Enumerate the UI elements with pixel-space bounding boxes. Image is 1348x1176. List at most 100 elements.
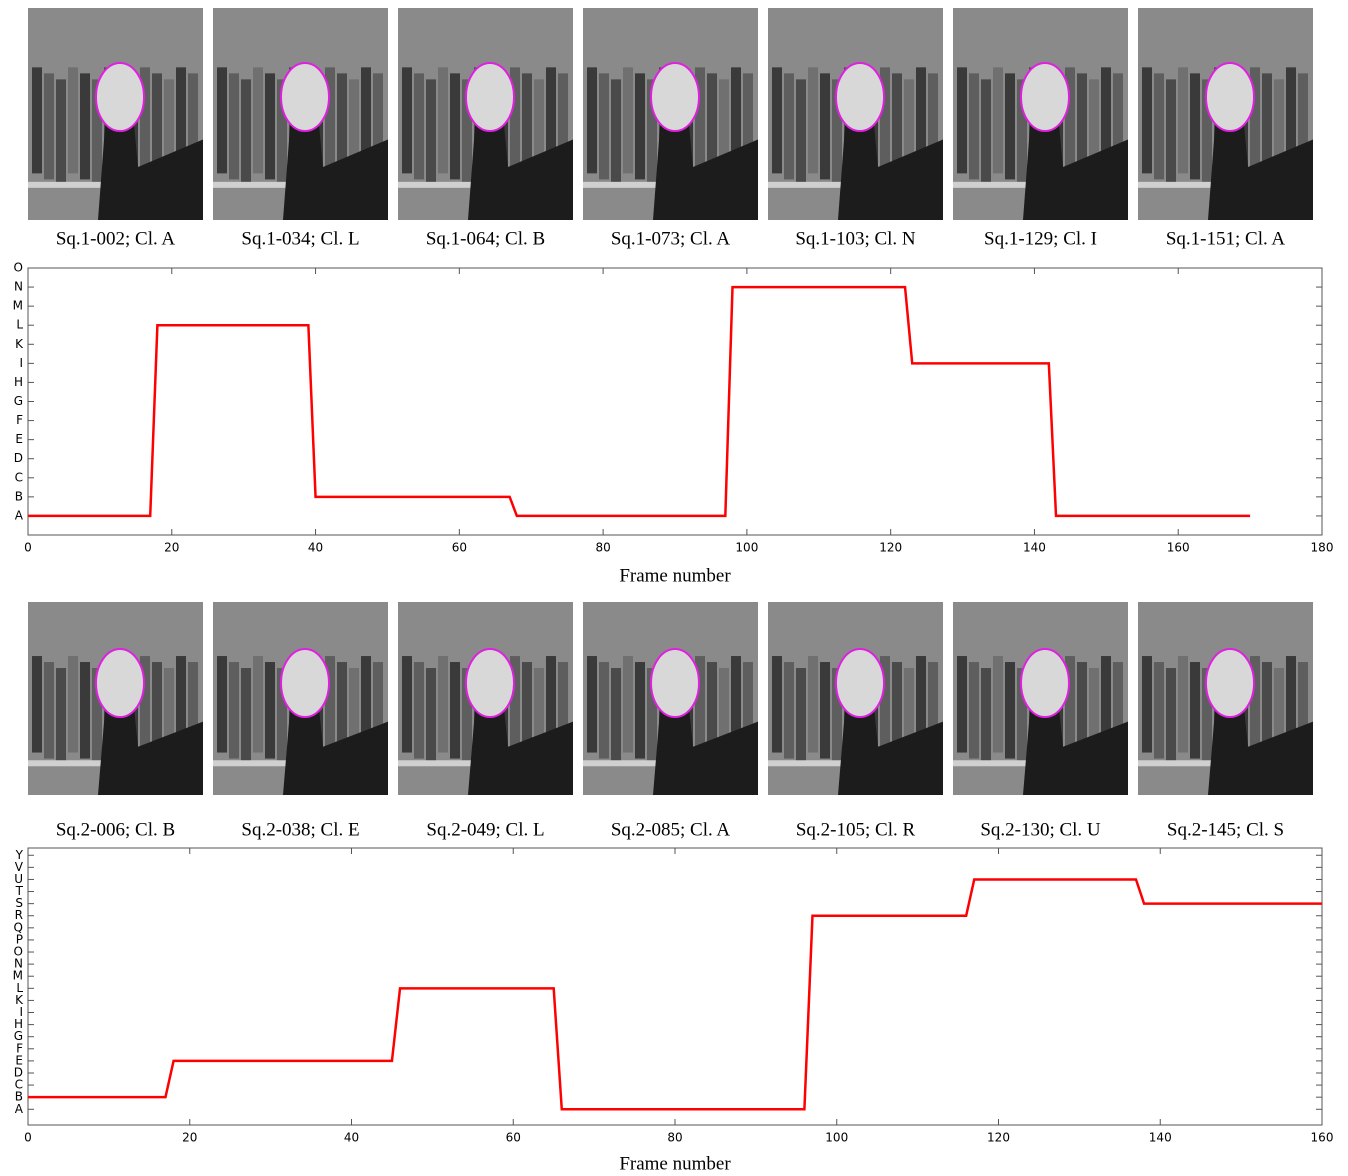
y-tick-label: T — [15, 884, 24, 898]
y-tick-label: E — [15, 432, 23, 446]
x-tick-label: 60 — [506, 1131, 521, 1145]
x-tick-label: 40 — [344, 1131, 359, 1145]
photo — [1138, 602, 1313, 795]
book — [820, 662, 830, 759]
caption: Sq.2-130; Cl. U — [980, 819, 1101, 840]
book — [808, 656, 818, 753]
plot-frame — [28, 268, 1322, 535]
x-tick-label: 0 — [24, 541, 32, 555]
y-tick-label: B — [15, 1090, 23, 1104]
x-tick-label: 120 — [987, 1131, 1010, 1145]
caption: Sq.1-103; Cl. N — [795, 228, 916, 249]
book — [229, 662, 239, 759]
book — [1142, 656, 1152, 753]
book — [450, 73, 460, 179]
book — [796, 79, 806, 185]
book — [229, 73, 239, 179]
y-tick-label: Y — [15, 848, 24, 862]
book — [56, 668, 66, 765]
book — [265, 662, 275, 759]
y-tick-label: B — [15, 489, 23, 503]
book — [217, 67, 227, 173]
y-tick-label: M — [13, 969, 23, 983]
y-tick-label: H — [14, 375, 23, 389]
book — [969, 662, 979, 759]
book — [1005, 73, 1015, 179]
book — [68, 656, 78, 753]
book — [772, 656, 782, 753]
photo — [213, 8, 388, 220]
book — [80, 662, 90, 759]
hand — [836, 63, 884, 131]
caption: Sq.2-049; Cl. L — [426, 819, 544, 840]
y-tick-label: O — [14, 261, 23, 275]
x-tick-label: 80 — [667, 1131, 682, 1145]
y-tick-label: S — [15, 896, 23, 910]
y-tick-label: C — [15, 470, 23, 484]
x-tick-label: 180 — [1311, 541, 1334, 555]
book — [957, 67, 967, 173]
y-tick-label: F — [16, 1041, 23, 1055]
photo — [28, 8, 203, 220]
book — [599, 662, 609, 759]
y-tick-label: K — [15, 993, 24, 1007]
book — [772, 67, 782, 173]
hand — [836, 649, 884, 717]
x-tick-label: 20 — [164, 541, 179, 555]
y-tick-label: C — [15, 1078, 23, 1092]
book — [44, 662, 54, 759]
photo — [953, 602, 1128, 795]
figure: Sq.1-002; Cl. ASq.1-034; Cl. LSq.1-064; … — [0, 0, 1348, 1176]
hand — [1206, 63, 1254, 131]
book — [68, 67, 78, 173]
book — [981, 668, 991, 765]
book — [450, 662, 460, 759]
y-tick-label: H — [14, 1017, 23, 1031]
book — [611, 79, 621, 185]
book — [32, 656, 42, 753]
photo — [768, 602, 943, 795]
book — [796, 668, 806, 765]
hand — [1206, 649, 1254, 717]
book — [1178, 656, 1188, 753]
photo — [583, 8, 758, 220]
y-tick-label: R — [15, 908, 23, 922]
x-tick-label: 60 — [452, 541, 467, 555]
caption: Sq.1-064; Cl. B — [426, 228, 545, 249]
book — [784, 662, 794, 759]
book — [241, 79, 251, 185]
photo — [768, 8, 943, 220]
x-axis-label: Frame number — [619, 565, 731, 586]
book — [253, 67, 263, 173]
book — [426, 668, 436, 765]
hand — [281, 63, 329, 131]
book — [993, 67, 1003, 173]
y-tick-label: L — [16, 981, 23, 995]
x-tick-label: 0 — [24, 1131, 32, 1145]
book — [784, 73, 794, 179]
caption: Sq.2-006; Cl. B — [56, 819, 175, 840]
book — [1166, 668, 1176, 765]
book — [1190, 662, 1200, 759]
book — [957, 656, 967, 753]
book — [265, 73, 275, 179]
book — [80, 73, 90, 179]
book — [438, 656, 448, 753]
book — [56, 79, 66, 185]
y-tick-label: L — [16, 318, 23, 332]
y-tick-label: A — [15, 508, 24, 522]
book — [32, 67, 42, 173]
plot-frame — [28, 848, 1322, 1125]
book — [253, 656, 263, 753]
x-tick-label: 100 — [735, 541, 758, 555]
book — [599, 73, 609, 179]
photo — [953, 8, 1128, 220]
book — [993, 656, 1003, 753]
y-tick-label: G — [14, 394, 23, 408]
photo — [398, 602, 573, 795]
y-tick-label: G — [14, 1029, 23, 1043]
hand — [1021, 63, 1069, 131]
hand — [466, 63, 514, 131]
caption: Sq.1-151; Cl. A — [1166, 228, 1286, 249]
hand — [651, 63, 699, 131]
